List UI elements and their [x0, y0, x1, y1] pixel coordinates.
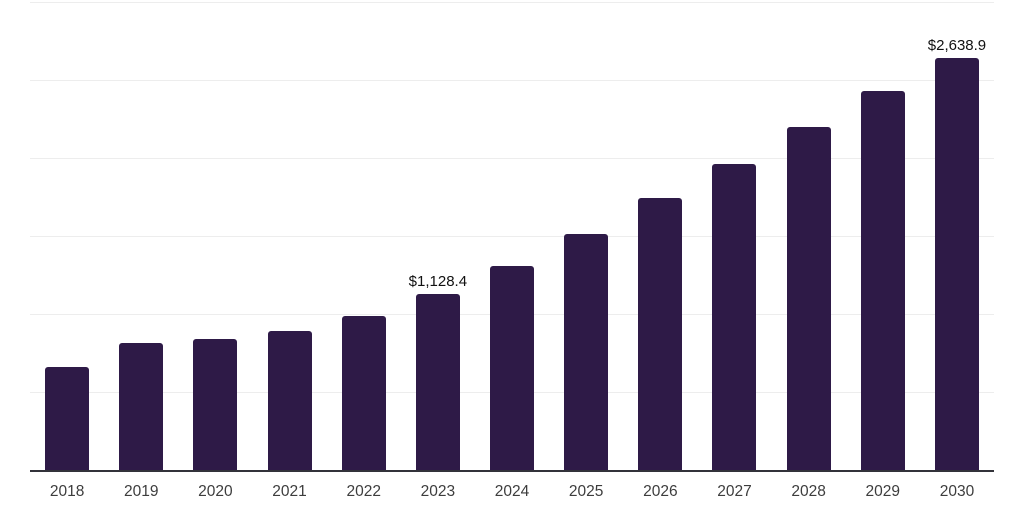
- bar-2026[interactable]: [638, 198, 683, 470]
- bar-2027[interactable]: [712, 163, 757, 470]
- bars-row: $1,128.4 $2,638.9: [30, 2, 994, 470]
- x-axis-label-2029: 2029: [865, 483, 901, 500]
- bar-cell-2027: [697, 2, 771, 470]
- x-axis-label-2026: 2026: [643, 483, 678, 500]
- bar-2022[interactable]: [341, 316, 386, 470]
- bar-cell-2024: [475, 2, 549, 470]
- bar-2028[interactable]: [786, 127, 831, 470]
- bar-cell-2026: [623, 2, 697, 470]
- bar-cell-2029: [846, 2, 920, 470]
- gridline-3000: [30, 1, 994, 3]
- bar-value-label-2023: $1,128.4: [408, 272, 468, 290]
- bar-value-label-2030: $2,638.9: [927, 37, 987, 55]
- bar-cell-2018: [30, 2, 104, 470]
- bar-2030[interactable]: [934, 58, 979, 470]
- bar-cell-2023: $1,128.4: [401, 2, 475, 470]
- bar-2025[interactable]: [564, 234, 609, 470]
- bar-2019[interactable]: [119, 343, 164, 470]
- bar-cell-2020: [178, 2, 252, 470]
- plot-area: $1,128.4 $2,638.9: [30, 1, 994, 472]
- x-axis-label-2018: 2018: [49, 483, 85, 500]
- x-axis-label-2021: 2021: [272, 483, 307, 500]
- x-axis-label-2030: 2030: [939, 483, 975, 500]
- x-axis-label-2027: 2027: [717, 483, 752, 500]
- bar-cell-2028: [772, 2, 846, 470]
- bar-2020[interactable]: [193, 338, 238, 470]
- bar-2029[interactable]: [860, 90, 905, 470]
- bar-cell-2025: [549, 2, 623, 470]
- bar-cell-2019: [104, 2, 178, 470]
- x-axis-label-2019: 2019: [123, 483, 159, 500]
- bar-2021[interactable]: [267, 331, 312, 470]
- gridline-2500: [30, 79, 994, 81]
- x-axis-label-2028: 2028: [791, 483, 826, 500]
- x-axis-label-2025: 2025: [568, 483, 604, 500]
- bar-2023[interactable]: [415, 293, 460, 470]
- bar-2024[interactable]: [490, 265, 535, 470]
- gridline-1500: [30, 235, 994, 237]
- bar-2018[interactable]: [45, 367, 90, 470]
- x-axis-label-2024: 2024: [494, 483, 530, 500]
- bar-cell-2030: $2,638.9: [920, 2, 994, 470]
- bar-cell-2021: [252, 2, 326, 470]
- bar-cell-2022: [327, 2, 401, 470]
- x-axis-label-2023: 2023: [420, 483, 456, 500]
- x-axis: 2018 2019 2020 2021 2022 2023 2024 2025 2026 2027…: [30, 482, 994, 502]
- x-axis-label-2022: 2022: [346, 483, 381, 500]
- gridline-2000: [30, 157, 994, 159]
- x-axis-label-2020: 2020: [198, 483, 233, 500]
